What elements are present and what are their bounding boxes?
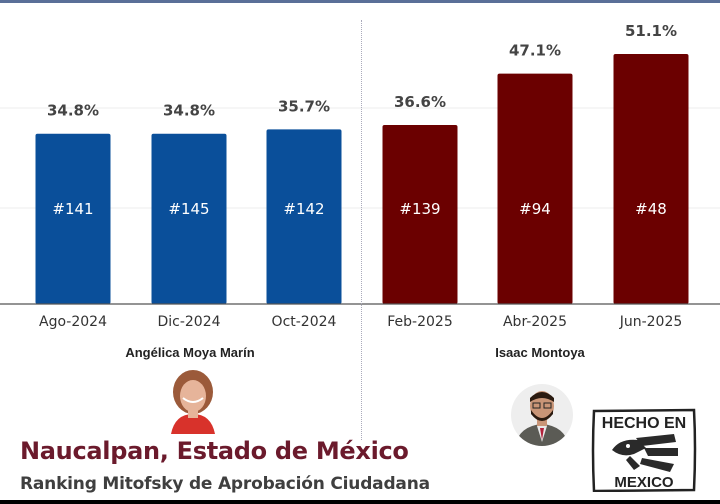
hecho-en-mexico-logo: HECHO EN MEXICO — [591, 408, 697, 492]
bottom-border — [0, 500, 720, 504]
x-tick-label: Jun-2025 — [619, 314, 683, 330]
eagle-icon — [612, 434, 678, 472]
value-label: 35.7% — [278, 97, 330, 115]
rank-label: #145 — [168, 200, 209, 218]
chart-subtitle: Ranking Mitofsky de Aprobación Ciudadana — [20, 474, 430, 494]
bar-jun-2025 — [613, 54, 689, 304]
bar-chart: 34.8% #141 Ago-2024 34.8% #145 Dic-2024 35.7% #… — [0, 22, 720, 330]
rank-label: #48 — [635, 200, 667, 218]
bar-abr-2025 — [497, 73, 573, 304]
rank-label: #141 — [52, 200, 93, 218]
rank-label: #139 — [399, 200, 440, 218]
x-tick-label: Oct-2024 — [272, 314, 337, 330]
candidate-name-right: Isaac Montoya — [495, 345, 585, 360]
labels: 34.8% #141 Ago-2024 34.8% #145 Dic-2024 35.7% #… — [39, 22, 682, 330]
value-label: 34.8% — [47, 102, 99, 120]
bar-dic-2024 — [151, 133, 227, 304]
bar-ago-2024 — [35, 133, 111, 304]
group-divider — [361, 20, 362, 440]
rank-label: #94 — [519, 200, 551, 218]
bars — [35, 54, 689, 304]
candidate-name-left: Angélica Moya Marín — [125, 345, 255, 360]
candidate-photo-left — [165, 368, 221, 434]
x-tick-label: Feb-2025 — [387, 314, 452, 330]
x-tick-label: Abr-2025 — [503, 314, 567, 330]
top-border — [0, 0, 720, 3]
chart-title: Naucalpan, Estado de México — [20, 437, 409, 465]
logo-text-top: HECHO EN — [602, 415, 686, 432]
rank-label: #142 — [283, 200, 324, 218]
value-label: 36.6% — [394, 93, 446, 111]
value-label: 47.1% — [509, 42, 561, 60]
x-tick-label: Ago-2024 — [39, 314, 107, 330]
candidate-photo-right — [511, 384, 573, 446]
x-tick-label: Dic-2024 — [157, 314, 220, 330]
value-label: 34.8% — [163, 102, 215, 120]
value-label: 51.1% — [625, 22, 677, 40]
gridlines — [0, 107, 720, 209]
bar-feb-2025 — [382, 124, 458, 304]
bar-oct-2024 — [266, 129, 342, 304]
logo-text-bottom: MEXICO — [614, 474, 674, 491]
